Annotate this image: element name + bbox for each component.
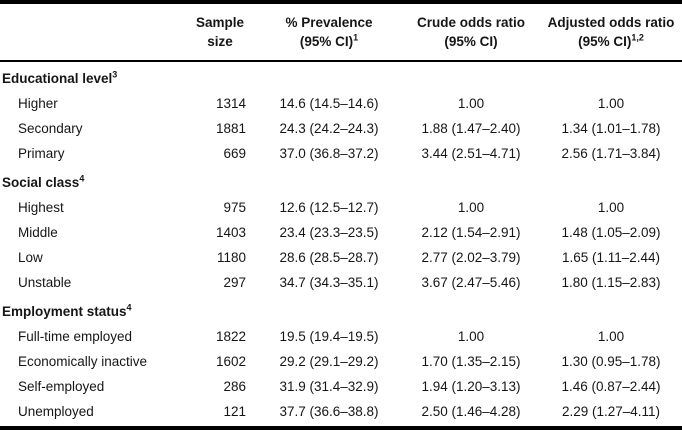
crude-odds-ratio-value: 1.00 bbox=[457, 96, 485, 111]
sample-size-value: 121 bbox=[223, 404, 246, 419]
crude-odds-ratio-value: 1.94 (1.20–3.13) bbox=[421, 379, 521, 394]
prevalence-value: 19.5 (19.4–19.5) bbox=[279, 329, 379, 344]
table-row: Unstable 297 34.7 (34.3–35.1) 3.67 (2.47–5.… bbox=[0, 270, 682, 295]
sample-size-value: 1822 bbox=[215, 329, 246, 344]
prevalence-value: 37.0 (36.8–37.2) bbox=[279, 146, 379, 161]
sample-size-value: 1314 bbox=[215, 96, 246, 111]
section-label-text: Social class bbox=[2, 175, 80, 190]
col-header-line2: size bbox=[207, 34, 233, 49]
crude-odds-ratio-value: 2.50 (1.46–4.28) bbox=[421, 404, 521, 419]
table-row: Economically inactive 1602 29.2 (29.1–29.2… bbox=[0, 349, 682, 374]
section-label: Social class4 bbox=[0, 166, 682, 195]
section-header-row: Employment status4 bbox=[0, 295, 682, 324]
adjusted-odds-ratio-value: 1.80 (1.15–2.83) bbox=[561, 275, 661, 290]
bottom-rule bbox=[0, 426, 682, 430]
table-row: Low 1180 28.6 (28.5–28.7) 2.77 (2.02–3.79) 1… bbox=[0, 245, 682, 270]
sample-size-value: 1403 bbox=[215, 225, 246, 240]
row-label: Primary bbox=[18, 146, 65, 161]
col-header-sample-size: Sample size bbox=[184, 4, 256, 62]
prevalence-value: 34.7 (34.3–35.1) bbox=[279, 275, 379, 290]
col-header-line1: Sample bbox=[195, 15, 245, 30]
table-row: Self-employed 286 31.9 (31.4–32.9) 1.94 (1.… bbox=[0, 374, 682, 399]
adjusted-odds-ratio-value: 1.48 (1.05–2.09) bbox=[561, 225, 661, 240]
sample-size-value: 669 bbox=[223, 146, 246, 161]
col-header-line1: Crude odds ratio bbox=[416, 15, 525, 30]
table-body: Educational level3 Higher 1314 14.6 (14.5–1… bbox=[0, 61, 682, 424]
sample-size-value: 286 bbox=[223, 379, 246, 394]
sample-size-value: 297 bbox=[223, 275, 246, 290]
prevalence-value: 24.3 (24.2–24.3) bbox=[279, 121, 379, 136]
table-row: Full-time employed 1822 19.5 (19.4–19.5) 1.… bbox=[0, 324, 682, 349]
adjusted-odds-ratio-value: 1.00 bbox=[597, 96, 625, 111]
row-label: Unstable bbox=[18, 275, 72, 290]
crude-odds-ratio-value: 3.67 (2.47–5.46) bbox=[421, 275, 521, 290]
section-label: Employment status4 bbox=[0, 295, 682, 324]
row-label: Unemployed bbox=[18, 404, 94, 419]
prevalence-value: 29.2 (29.1–29.2) bbox=[279, 354, 379, 369]
prevalence-value: 37.7 (36.6–38.8) bbox=[279, 404, 379, 419]
crude-odds-ratio-value: 1.00 bbox=[457, 329, 485, 344]
section-label: Educational level3 bbox=[0, 61, 682, 91]
col-header-line2: (95% CI) bbox=[444, 34, 498, 49]
col-header-line1: % Prevalence bbox=[285, 15, 373, 30]
top-rule bbox=[0, 0, 682, 4]
prevalence-value: 31.9 (31.4–32.9) bbox=[279, 379, 379, 394]
row-label: Highest bbox=[18, 200, 64, 215]
adjusted-odds-ratio-value: 1.46 (0.87–2.44) bbox=[561, 379, 661, 394]
adjusted-odds-ratio-value: 1.30 (0.95–1.78) bbox=[561, 354, 661, 369]
section-header-row: Educational level3 bbox=[0, 61, 682, 91]
sample-size-value: 1602 bbox=[215, 354, 246, 369]
crude-odds-ratio-value: 1.00 bbox=[457, 200, 485, 215]
sample-size-value: 1180 bbox=[216, 250, 246, 265]
table-row: Highest 975 12.6 (12.5–12.7) 1.00 1.00 bbox=[0, 195, 682, 220]
row-label: Middle bbox=[18, 225, 58, 240]
prevalence-value: 12.6 (12.5–12.7) bbox=[279, 200, 379, 215]
table-row: Unemployed 121 37.7 (36.6–38.8) 2.50 (1.46–… bbox=[0, 399, 682, 424]
table-row: Higher 1314 14.6 (14.5–14.6) 1.00 1.00 bbox=[0, 91, 682, 116]
adjusted-odds-ratio-value: 2.29 (1.27–4.11) bbox=[561, 404, 661, 419]
crude-odds-ratio-value: 2.77 (2.02–3.79) bbox=[421, 250, 521, 265]
crude-odds-ratio-value: 2.12 (1.54–2.91) bbox=[421, 225, 521, 240]
sample-size-value: 1881 bbox=[215, 121, 246, 136]
row-label: Secondary bbox=[18, 121, 83, 136]
crude-odds-ratio-value: 1.70 (1.35–2.15) bbox=[421, 354, 521, 369]
adjusted-odds-ratio-value: 1.00 bbox=[597, 329, 625, 344]
adjusted-odds-ratio-value: 1.34 (1.01–1.78) bbox=[561, 121, 661, 136]
adjusted-odds-ratio-value: 2.56 (1.71–3.84) bbox=[561, 146, 661, 161]
row-label: Low bbox=[18, 250, 43, 265]
footnote-marker: 1 bbox=[353, 32, 359, 43]
table-row: Primary 669 37.0 (36.8–37.2) 3.44 (2.51–4.7… bbox=[0, 141, 682, 166]
col-header-prevalence: % Prevalence (95% CI)1 bbox=[256, 4, 402, 62]
footnote-marker: 1,2 bbox=[631, 32, 644, 43]
crude-odds-ratio-value: 1.88 (1.47–2.40) bbox=[421, 121, 521, 136]
table-row: Middle 1403 23.4 (23.3–23.5) 2.12 (1.54–2.9… bbox=[0, 220, 682, 245]
results-table: Sample size % Prevalence (95% CI)1 Crude… bbox=[0, 4, 682, 424]
row-label: Self-employed bbox=[18, 379, 105, 394]
section-header-row: Social class4 bbox=[0, 166, 682, 195]
table-row: Secondary 1881 24.3 (24.2–24.3) 1.88 (1.47–… bbox=[0, 116, 682, 141]
footnote-marker: 4 bbox=[79, 173, 85, 184]
crude-odds-ratio-value: 3.44 (2.51–4.71) bbox=[421, 146, 521, 161]
adjusted-odds-ratio-value: 1.65 (1.11–2.44) bbox=[561, 250, 661, 265]
corner-cell bbox=[0, 4, 184, 62]
col-header-line2: (95% CI)1 bbox=[299, 32, 359, 49]
col-header-line2: (95% CI)1,2 bbox=[578, 32, 644, 49]
prevalence-value: 28.6 (28.5–28.7) bbox=[279, 250, 379, 265]
row-label: Economically inactive bbox=[18, 354, 148, 369]
col-header-line1: Adjusted odds ratio bbox=[547, 15, 675, 30]
prevalence-value: 23.4 (23.3–23.5) bbox=[279, 225, 379, 240]
column-header-row: Sample size % Prevalence (95% CI)1 Crude… bbox=[0, 4, 682, 62]
adjusted-odds-ratio-value: 1.00 bbox=[597, 200, 625, 215]
footnote-marker: 3 bbox=[112, 69, 118, 80]
section-label-text: Educational level bbox=[2, 71, 113, 86]
col-header-crude-or: Crude odds ratio (95% CI) bbox=[402, 4, 540, 62]
footnote-marker: 4 bbox=[126, 302, 132, 313]
row-label: Higher bbox=[18, 96, 58, 111]
row-label: Full-time employed bbox=[18, 329, 133, 344]
prevalence-value: 14.6 (14.5–14.6) bbox=[279, 96, 379, 111]
section-label-text: Employment status bbox=[2, 304, 127, 319]
sample-size-value: 975 bbox=[223, 200, 246, 215]
col-header-adjusted-or: Adjusted odds ratio (95% CI)1,2 bbox=[540, 4, 682, 62]
